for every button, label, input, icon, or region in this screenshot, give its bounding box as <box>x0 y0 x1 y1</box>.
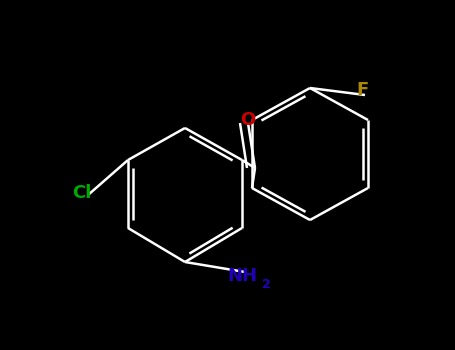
Text: NH: NH <box>227 267 257 285</box>
Text: 2: 2 <box>262 278 270 290</box>
Text: Cl: Cl <box>72 184 92 202</box>
Text: O: O <box>240 111 256 129</box>
Text: F: F <box>356 81 368 99</box>
